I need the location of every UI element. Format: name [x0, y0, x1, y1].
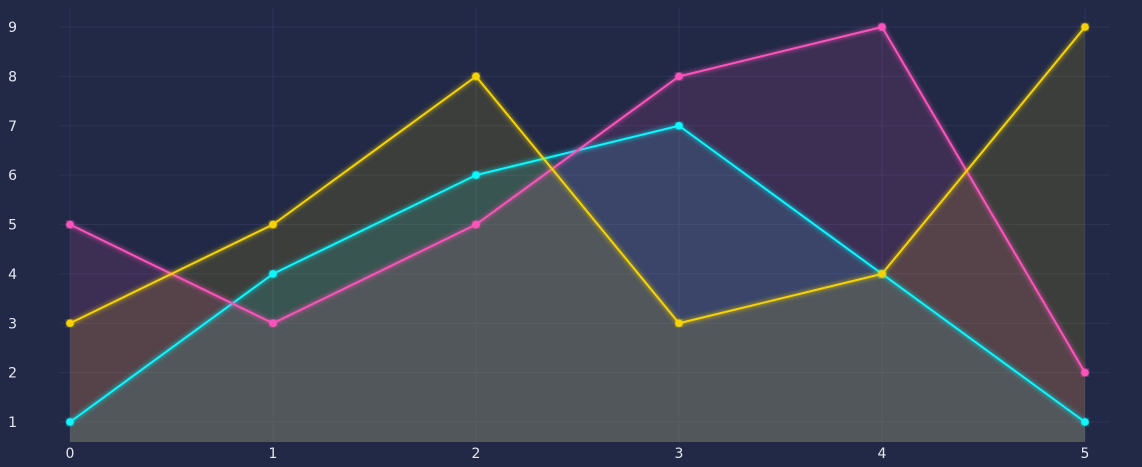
series-0-point-5 [1081, 418, 1089, 426]
y-tick-label: 8 [8, 69, 17, 85]
y-tick-label: 1 [8, 415, 17, 431]
series-0-point-0 [66, 418, 74, 426]
series-1-point-5 [1081, 368, 1089, 377]
series-0-point-1 [269, 270, 277, 278]
series-2-point-3 [675, 319, 683, 328]
x-tick-label: 2 [472, 446, 481, 462]
x-axis-ticks: 0 1 2 3 4 5 [66, 446, 1090, 462]
series-1-point-4 [878, 23, 886, 31]
y-tick-label: 2 [8, 366, 17, 382]
x-tick-label: 4 [878, 446, 887, 462]
series-2-area [70, 27, 1085, 442]
series-1-line [69, 26, 1086, 374]
series-0-area [70, 125, 1085, 442]
x-tick-label: 3 [675, 446, 684, 462]
series-1-point-2 [472, 220, 480, 229]
series-0-point-2 [472, 171, 480, 179]
series-lines [69, 26, 1086, 423]
series-2-point-2 [472, 72, 480, 81]
series-2-point-4 [878, 270, 886, 278]
area-fills [70, 27, 1085, 442]
series-0-point-3 [675, 121, 683, 130]
series-1-area [70, 27, 1085, 442]
y-axis-ticks: 1 2 3 4 5 6 7 8 9 [8, 20, 17, 431]
series-1-point-1 [269, 319, 277, 328]
data-points [66, 23, 1089, 426]
y-tick-label: 5 [8, 218, 17, 234]
y-tick-label: 7 [8, 119, 17, 135]
x-tick-label: 5 [1081, 446, 1090, 462]
y-tick-label: 9 [8, 20, 17, 36]
series-2-line [69, 26, 1086, 325]
series-1-point-3 [675, 72, 683, 81]
y-tick-label: 4 [8, 267, 17, 283]
series-2-point-5 [1081, 23, 1089, 31]
x-tick-label: 1 [269, 446, 278, 462]
x-tick-label: 0 [66, 446, 75, 462]
series-2-point-1 [269, 220, 277, 229]
series-2-point-0 [66, 319, 74, 328]
y-tick-label: 6 [8, 168, 17, 184]
y-tick-label: 3 [8, 316, 17, 332]
series-1-point-0 [66, 220, 74, 229]
